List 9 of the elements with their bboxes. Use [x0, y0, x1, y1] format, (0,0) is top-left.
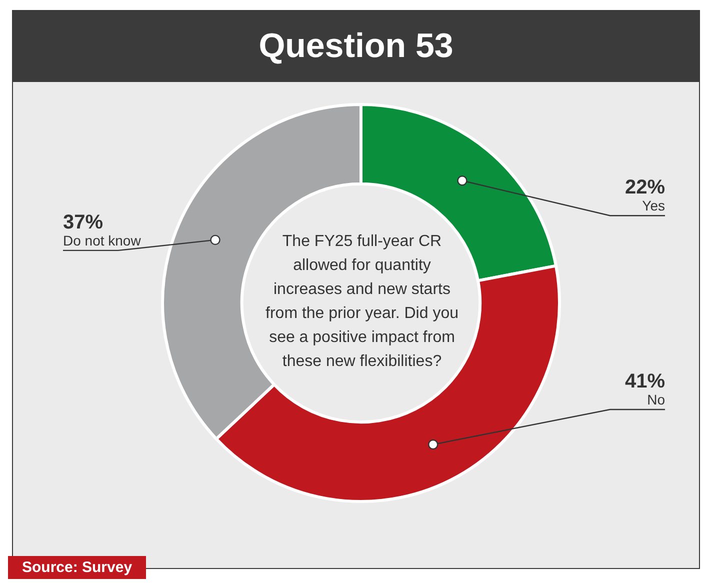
- data-label: 22%: [624, 176, 666, 199]
- slice-label: Do not know: [63, 232, 142, 248]
- text: The FY25 full-year CR allowed for quantity increases and new starts from the prior year. Did you see a positive impact from these new flexibilities?: [264, 232, 460, 372]
- slice-label: No: [647, 391, 666, 408]
- source-note: Source: Survey: [8, 556, 146, 579]
- data-label: 41%: [624, 370, 666, 392]
- chart-title: Question 53: [12, 10, 700, 82]
- data-label: 37%: [63, 211, 104, 234]
- slice-label: Yes: [642, 198, 665, 214]
